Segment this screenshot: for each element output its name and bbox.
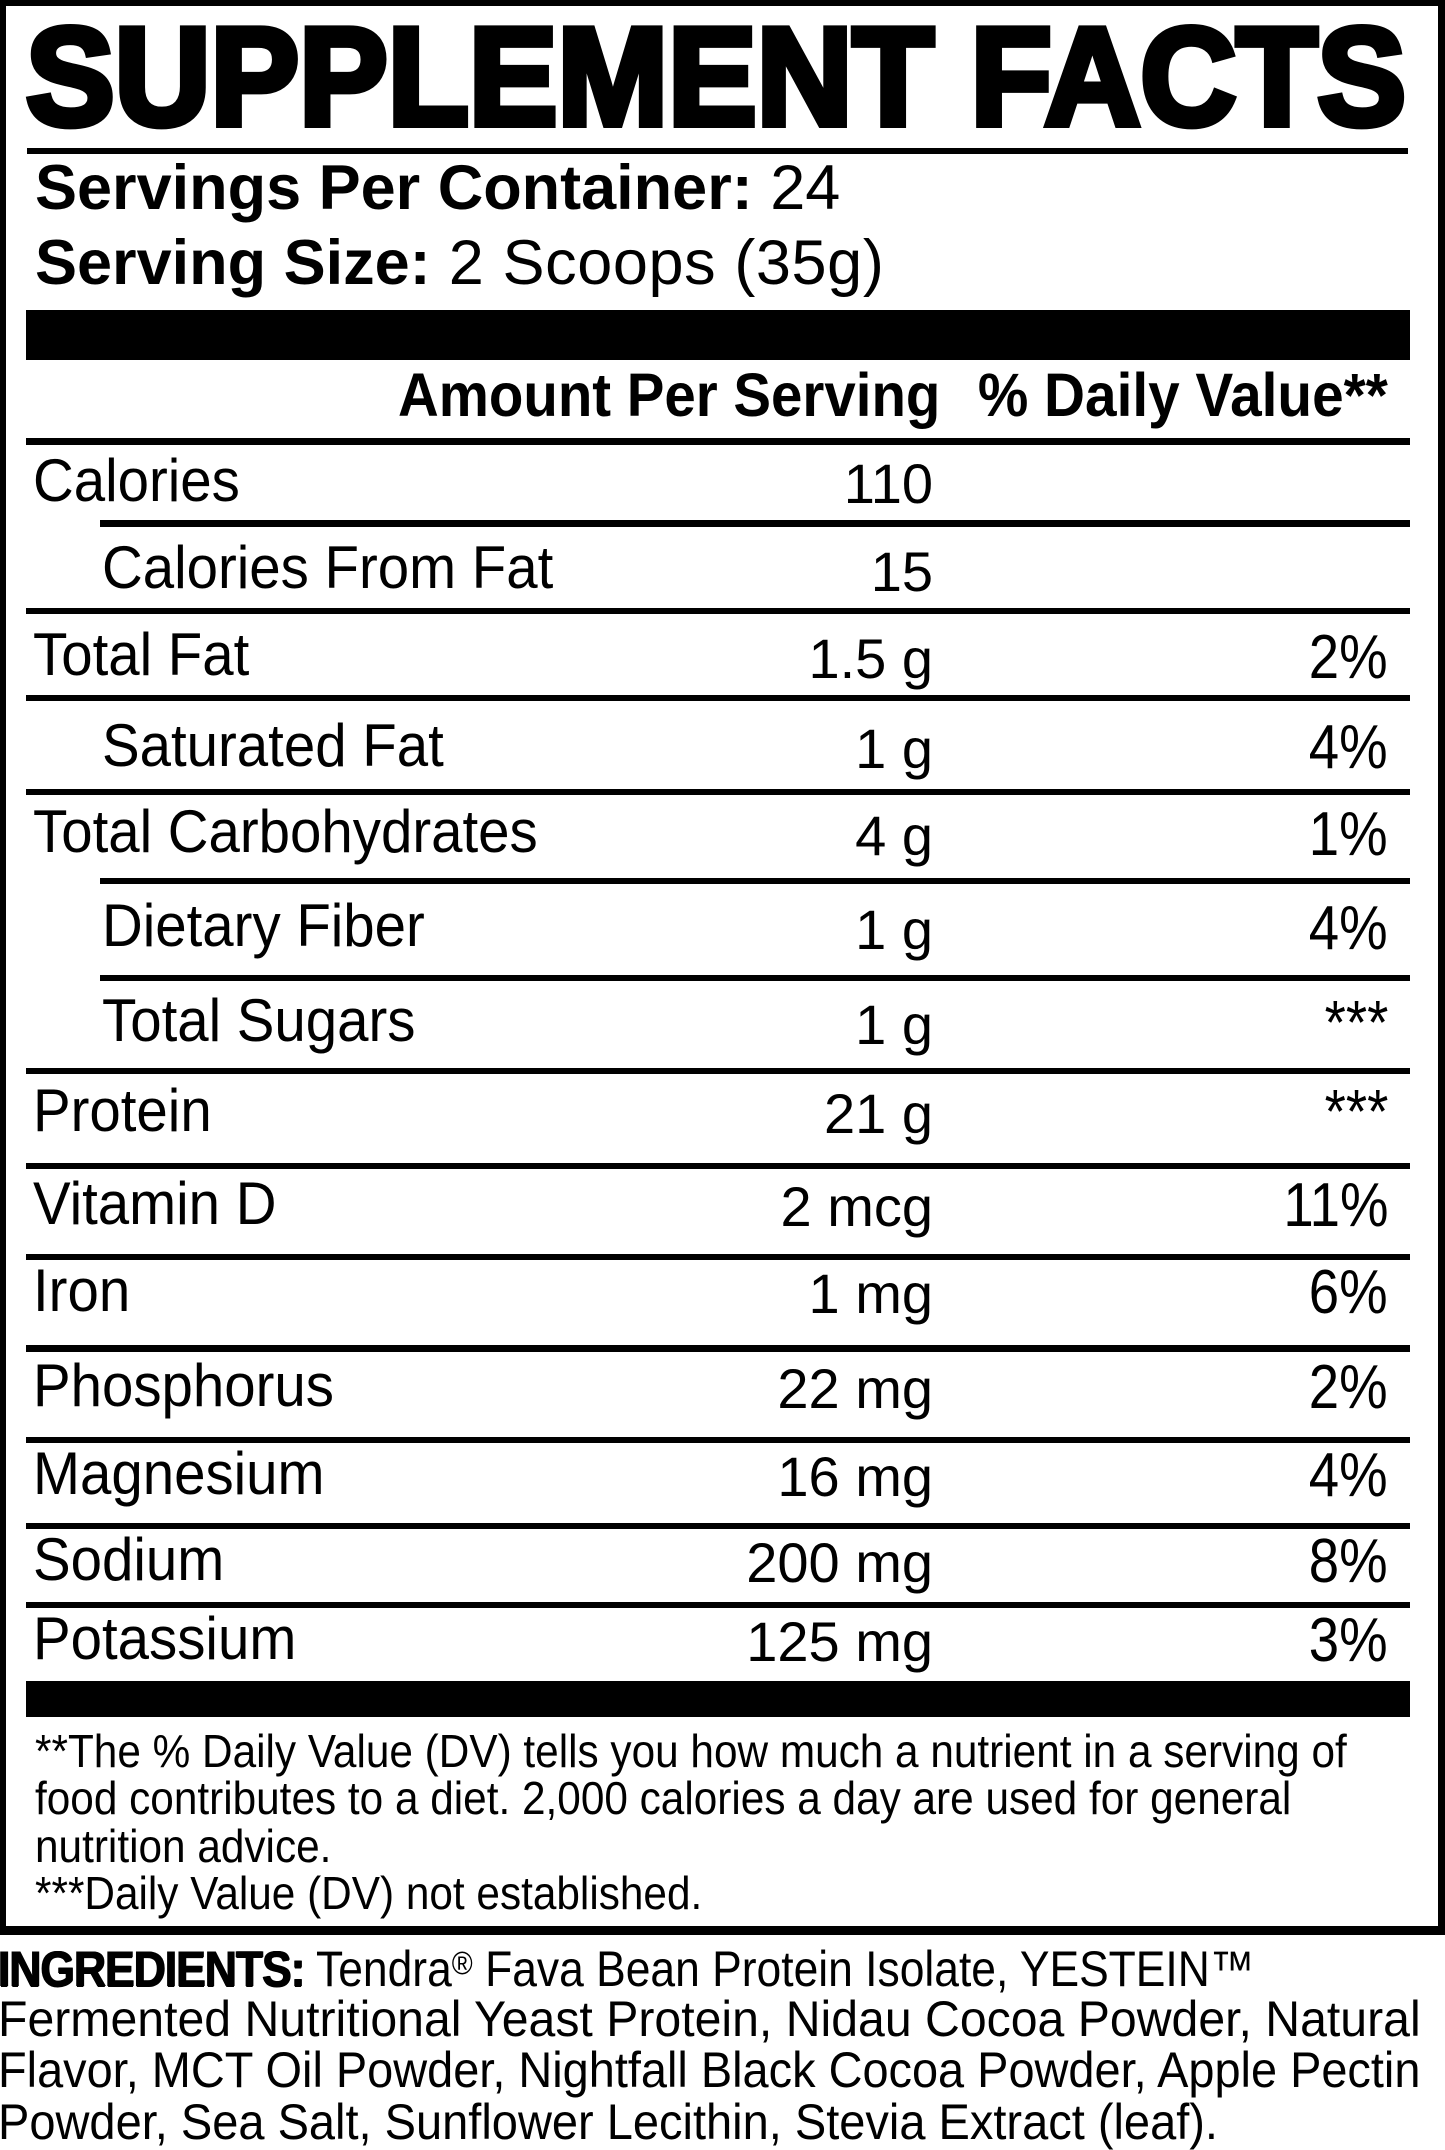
svg-text:SUPPLEMENT FACTS: SUPPLEMENT FACTS xyxy=(26,8,1406,153)
